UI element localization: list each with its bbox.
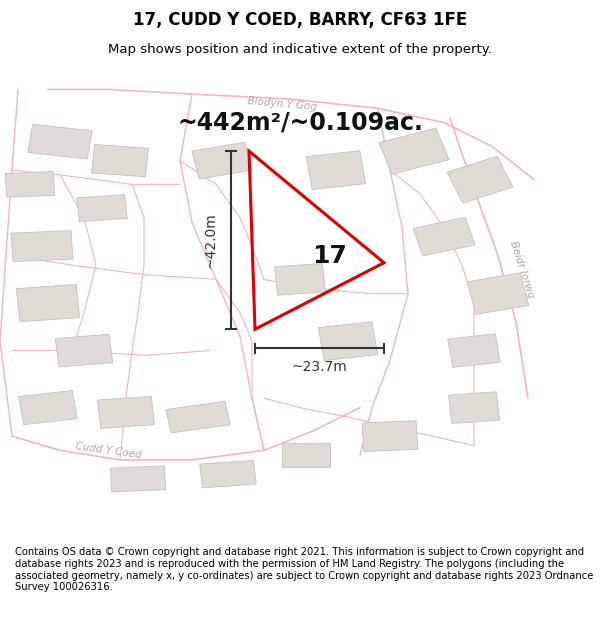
Polygon shape — [11, 231, 73, 262]
Polygon shape — [362, 421, 418, 451]
Polygon shape — [449, 392, 499, 424]
Polygon shape — [447, 156, 513, 203]
Polygon shape — [16, 284, 80, 322]
Text: ~42.0m: ~42.0m — [203, 213, 217, 268]
Text: 17, CUDD Y COED, BARRY, CF63 1FE: 17, CUDD Y COED, BARRY, CF63 1FE — [133, 11, 467, 29]
Polygon shape — [467, 273, 529, 314]
Polygon shape — [98, 396, 154, 428]
Text: Blodyn Y Gog: Blodyn Y Gog — [247, 96, 317, 112]
Polygon shape — [92, 144, 148, 177]
Text: Contains OS data © Crown copyright and database right 2021. This information is : Contains OS data © Crown copyright and d… — [15, 548, 593, 592]
Polygon shape — [55, 334, 113, 367]
Polygon shape — [379, 128, 449, 174]
Text: ~442m²/~0.109ac.: ~442m²/~0.109ac. — [177, 111, 423, 134]
Polygon shape — [282, 443, 330, 467]
Polygon shape — [28, 124, 92, 159]
Text: 17: 17 — [313, 244, 347, 268]
Polygon shape — [413, 217, 475, 256]
Text: Beidr Iorwg: Beidr Iorwg — [508, 240, 536, 299]
Polygon shape — [448, 334, 500, 367]
Polygon shape — [110, 466, 166, 492]
Polygon shape — [275, 264, 325, 295]
Polygon shape — [200, 461, 256, 488]
Text: Map shows position and indicative extent of the property.: Map shows position and indicative extent… — [108, 42, 492, 56]
Polygon shape — [319, 322, 377, 361]
Polygon shape — [307, 151, 365, 189]
Polygon shape — [192, 142, 252, 179]
Polygon shape — [19, 391, 77, 425]
Text: Cudd Y Coed: Cudd Y Coed — [74, 441, 142, 460]
Polygon shape — [166, 401, 230, 433]
Polygon shape — [5, 171, 55, 198]
Polygon shape — [77, 194, 127, 222]
Text: ~23.7m: ~23.7m — [292, 360, 347, 374]
